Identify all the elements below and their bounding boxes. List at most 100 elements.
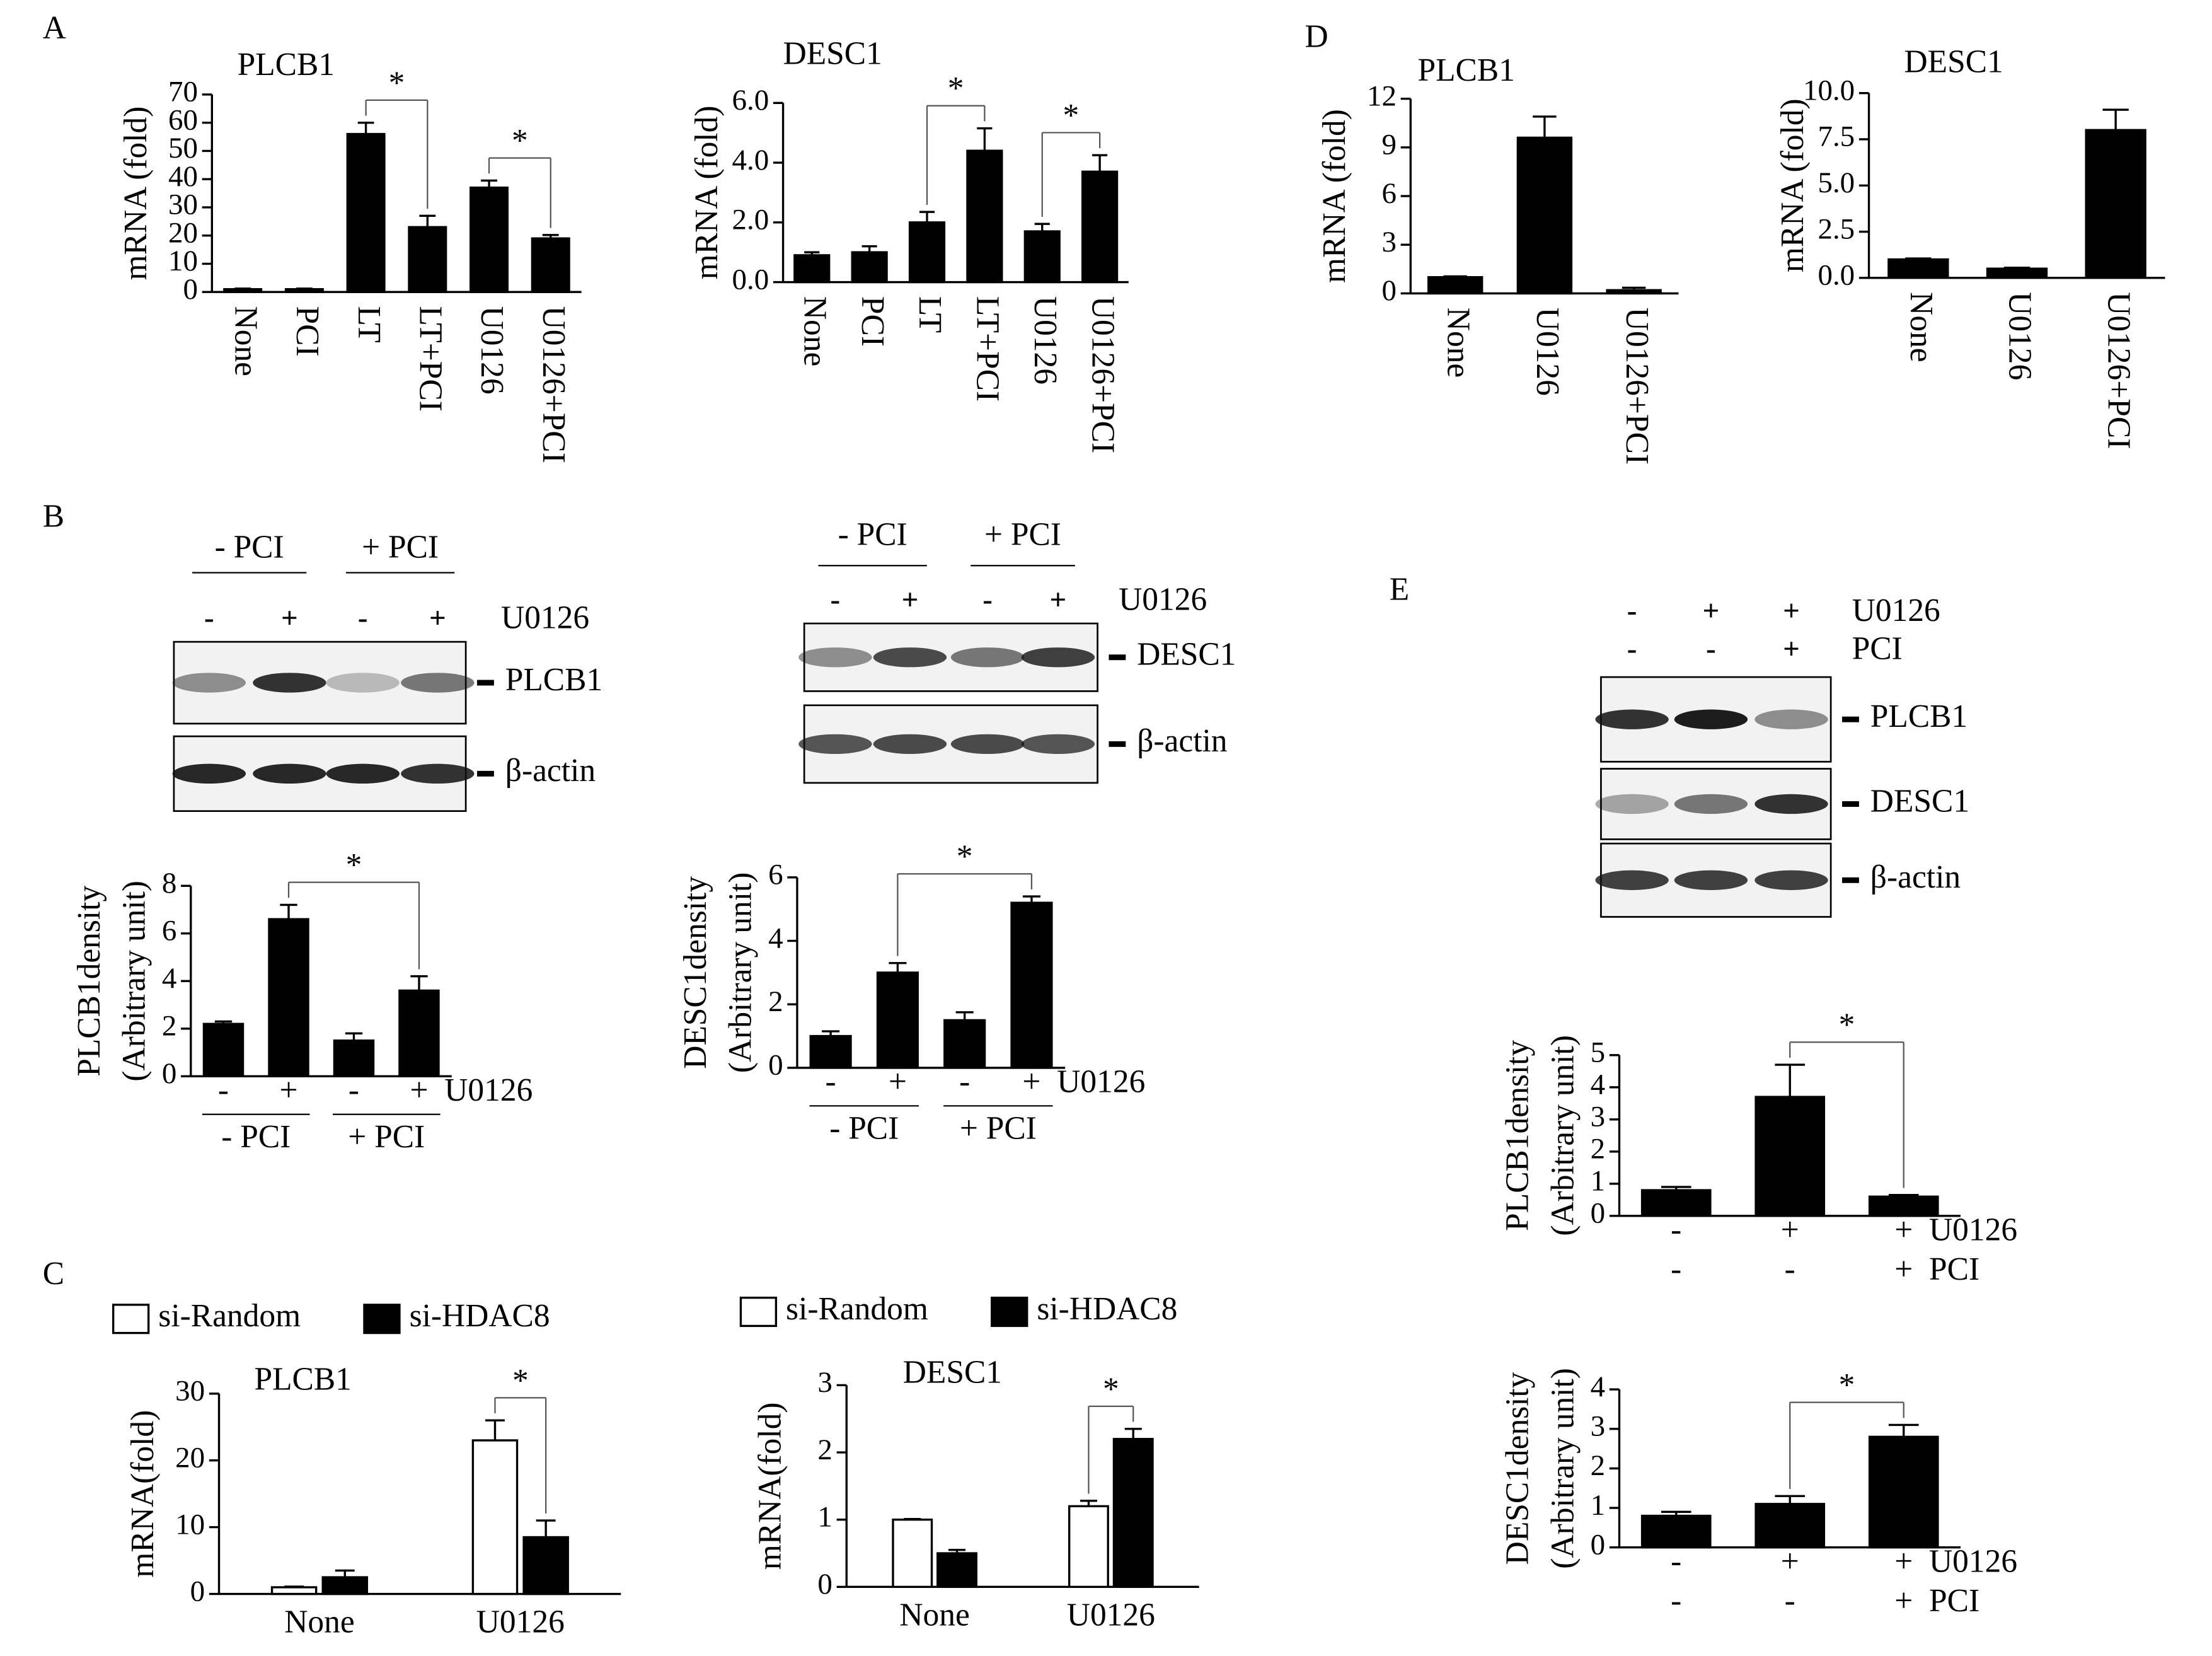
y-axis-label: mRNA (fold) bbox=[118, 107, 154, 281]
bar bbox=[1868, 1435, 1939, 1549]
blot-lane-label: - bbox=[204, 601, 214, 634]
x-tick-label: U0126 bbox=[1067, 1597, 1155, 1633]
y-axis-label: DESC1density bbox=[1500, 1372, 1536, 1565]
blot-row-name: U0126 bbox=[501, 599, 589, 635]
blot-band-label: β-actin bbox=[1870, 859, 1961, 895]
x-tick-label: LT bbox=[912, 296, 948, 333]
blot-marker bbox=[1109, 741, 1126, 747]
bar bbox=[1427, 276, 1483, 295]
row-name: PCI bbox=[1929, 1583, 1979, 1619]
significance-label: * bbox=[948, 71, 964, 107]
x-tick-label: - bbox=[1671, 1583, 1681, 1619]
panel-letter: D bbox=[1305, 18, 1328, 54]
y-tick-label: 6.0 bbox=[732, 84, 769, 117]
bar bbox=[1868, 1195, 1939, 1217]
y-axis-label: (Arbitrary unit) bbox=[117, 881, 153, 1082]
y-tick-label: 0 bbox=[1381, 274, 1397, 307]
bar bbox=[1068, 1505, 1109, 1589]
bar bbox=[471, 1439, 519, 1595]
y-tick-label: 0 bbox=[1591, 1197, 1605, 1230]
x-tick-label: - bbox=[218, 1072, 229, 1108]
y-tick-label: 0 bbox=[183, 273, 198, 306]
bar bbox=[1887, 258, 1949, 279]
blot-band-label: β-actin bbox=[505, 753, 596, 789]
x-tick-label: U0126+PCI bbox=[1085, 296, 1120, 453]
legend-label: si-Random bbox=[158, 1298, 301, 1334]
x-tick-label: + bbox=[1022, 1064, 1040, 1100]
y-tick-label: 30 bbox=[175, 1375, 205, 1408]
x-tick-label: U0126 bbox=[1027, 296, 1063, 385]
bar bbox=[851, 251, 888, 284]
bar bbox=[1010, 901, 1053, 1069]
bar bbox=[268, 918, 309, 1078]
x-tick-label: + bbox=[1894, 1212, 1913, 1248]
panel-letter: B bbox=[43, 498, 64, 534]
legend-label: si-HDAC8 bbox=[410, 1298, 550, 1334]
x-tick-label: U0126 bbox=[474, 306, 510, 395]
x-tick-label: + bbox=[1781, 1543, 1799, 1579]
x-tick-label: None bbox=[1903, 292, 1939, 362]
blot-band-label: PLCB1 bbox=[1870, 698, 1967, 734]
blot-lane-label: + bbox=[1050, 583, 1067, 616]
y-tick-label: 3 bbox=[1591, 1410, 1605, 1443]
chart-title: DESC1 bbox=[903, 1355, 1002, 1391]
bar bbox=[943, 1019, 986, 1069]
legend-swatch bbox=[363, 1304, 401, 1335]
blot-band-label: PLCB1 bbox=[505, 662, 602, 698]
bar bbox=[793, 254, 831, 284]
blot-lane-label: + bbox=[1783, 633, 1800, 666]
blot-band bbox=[1754, 870, 1828, 890]
y-tick-label: 20 bbox=[175, 1441, 205, 1474]
blot-band bbox=[172, 673, 246, 693]
blot-lane-label: + bbox=[1783, 594, 1800, 627]
bar bbox=[1986, 267, 2048, 279]
x-tick-label: None bbox=[899, 1597, 969, 1633]
blot-band bbox=[1754, 794, 1828, 814]
panel-letter: E bbox=[1390, 572, 1409, 608]
blot-band bbox=[326, 763, 400, 784]
blot-band bbox=[253, 673, 326, 693]
significance-label: * bbox=[512, 1363, 529, 1399]
bar bbox=[1112, 1438, 1154, 1589]
y-tick-label: 3 bbox=[1381, 226, 1397, 258]
significance-label: * bbox=[389, 65, 405, 101]
x-tick-label: U0126+PCI bbox=[536, 306, 572, 463]
blot-marker bbox=[477, 680, 494, 686]
bar bbox=[1606, 289, 1662, 295]
y-tick-label: 10 bbox=[175, 1508, 205, 1541]
x-tick-label: U0126+PCI bbox=[2100, 292, 2136, 449]
blot-band bbox=[873, 734, 947, 755]
x-tick-label: U0126 bbox=[476, 1604, 565, 1640]
x-tick-label: + bbox=[279, 1072, 297, 1108]
significance-label: * bbox=[1103, 1371, 1119, 1407]
blot-band bbox=[1754, 709, 1828, 729]
blot-band-label: DESC1 bbox=[1137, 637, 1236, 673]
panel-letter: A bbox=[43, 10, 66, 46]
chart-title: DESC1 bbox=[783, 35, 882, 71]
significance-label: * bbox=[1839, 1367, 1855, 1403]
y-axis-label: mRNA(fold) bbox=[752, 1402, 788, 1570]
chart-title: PLCB1 bbox=[238, 47, 335, 83]
y-tick-label: 9 bbox=[1381, 129, 1397, 161]
blot-lane-label: - bbox=[358, 601, 368, 634]
bar bbox=[270, 1586, 318, 1595]
bar bbox=[1640, 1514, 1712, 1549]
bar bbox=[284, 288, 324, 293]
blot-band bbox=[172, 763, 246, 784]
legend-label: si-Random bbox=[786, 1291, 928, 1327]
x-tick-label: + bbox=[1894, 1583, 1913, 1619]
bar bbox=[531, 237, 570, 293]
bar bbox=[321, 1576, 369, 1595]
bar bbox=[1023, 230, 1061, 284]
bar bbox=[469, 186, 509, 293]
x-tick-label: + bbox=[410, 1072, 428, 1108]
x-tick-label: - bbox=[1785, 1251, 1795, 1287]
y-tick-label: 4 bbox=[768, 922, 783, 954]
y-tick-label: 0 bbox=[190, 1575, 205, 1607]
blot-band bbox=[950, 734, 1025, 755]
bar bbox=[333, 1039, 375, 1078]
blot-marker bbox=[1842, 801, 1859, 807]
y-tick-label: 4 bbox=[1591, 1370, 1605, 1403]
y-tick-label: 0 bbox=[1591, 1528, 1605, 1561]
blot-group-label: - PCI bbox=[215, 529, 284, 565]
